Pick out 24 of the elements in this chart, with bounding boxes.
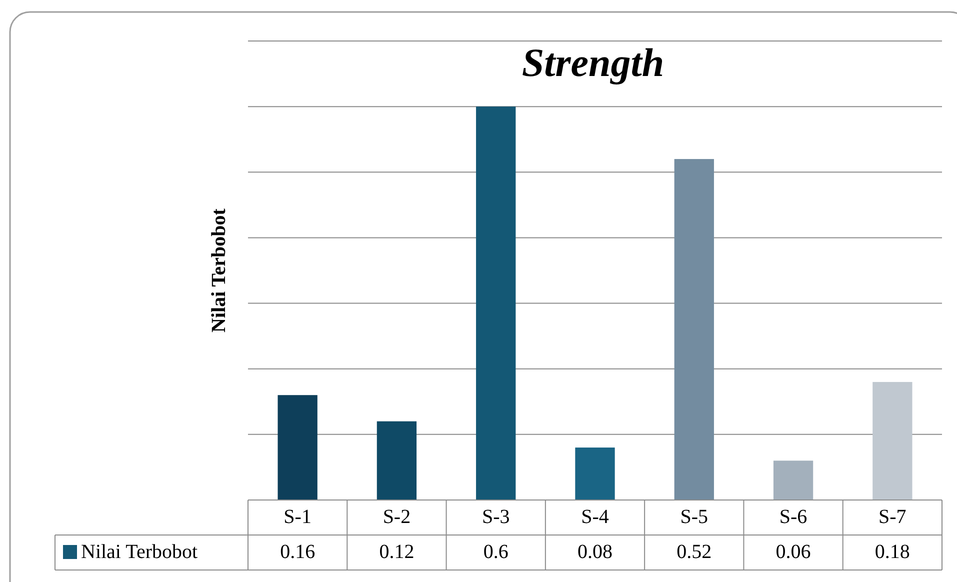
x-tick-label: S-2 — [382, 506, 411, 528]
chart-title: Strength — [522, 40, 664, 85]
bar — [476, 106, 516, 500]
data-label: 0.08 — [578, 541, 612, 564]
x-tick-label: S-3 — [482, 506, 510, 528]
x-tick-label: S-7 — [878, 506, 906, 528]
data-label: 0.18 — [874, 541, 910, 564]
bar — [773, 460, 814, 500]
bar — [872, 382, 912, 500]
data-label: 0.06 — [776, 541, 811, 564]
x-tick-label: S-1 — [284, 506, 312, 528]
x-tick-label: S-4 — [581, 506, 609, 528]
legend-label: Nilai Terbobot — [81, 541, 198, 564]
data-label: 0.6 — [483, 541, 508, 564]
bar — [278, 395, 318, 500]
data-label: 0.12 — [379, 541, 414, 564]
bar — [575, 448, 615, 500]
x-tick-label: S-6 — [779, 506, 808, 528]
data-label: 0.16 — [280, 541, 316, 564]
y-axis-title: Nilai Terbobot — [208, 208, 230, 332]
bar — [674, 159, 714, 500]
data-label: 0.52 — [676, 541, 712, 564]
bar — [376, 421, 417, 500]
x-tick-label: S-5 — [680, 506, 708, 528]
